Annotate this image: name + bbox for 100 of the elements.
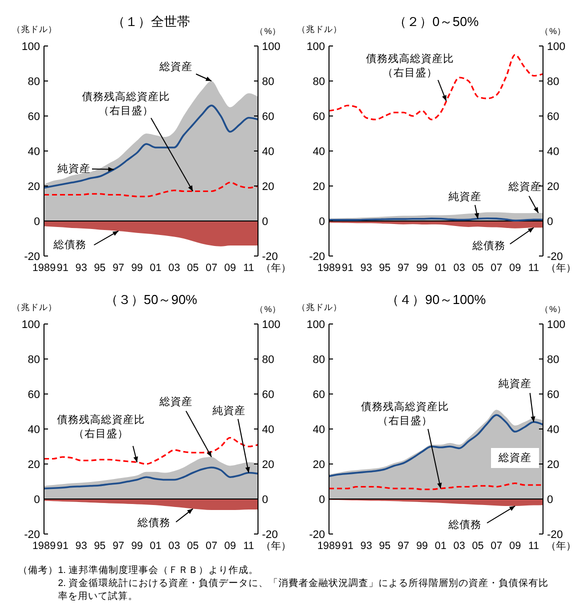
x-tick-label: 99 — [416, 262, 428, 274]
y2-tick-label: 80 — [262, 76, 274, 88]
x-tick-label: 95 — [94, 262, 106, 274]
y-tick-label: -20 — [24, 251, 40, 263]
y-tick-label: 80 — [312, 354, 325, 366]
text: 債務残高総資産比（右目盛） — [361, 400, 449, 427]
y-tick-label: 100 — [22, 41, 40, 53]
y-tick-label: 60 — [28, 111, 40, 123]
series-label: 総資産 — [158, 60, 192, 73]
y-tick-label: 20 — [28, 459, 40, 471]
y-tick-label: 20 — [312, 459, 325, 471]
series-label: 総資産 — [498, 451, 532, 464]
x-tick-label: 91 — [342, 262, 354, 274]
y2-tick-label: 40 — [547, 424, 560, 436]
y-tick-label: 100 — [22, 319, 40, 331]
y-tick-label: 40 — [312, 146, 325, 158]
series-label: 総債務 — [52, 239, 86, 251]
series-label: 純資産 — [448, 190, 482, 203]
x-tick-label: 1989 — [317, 540, 341, 552]
x-tick-label: 05 — [472, 262, 484, 274]
y-tick-label: -20 — [309, 251, 325, 263]
y2-tick-label: 80 — [547, 76, 560, 88]
x-axis-title: （年） — [261, 262, 291, 274]
y2-axis-title: （%） — [540, 26, 566, 36]
y-tick-label: 60 — [28, 389, 40, 401]
y-tick-label: 80 — [28, 354, 40, 366]
y2-axis-title: （%） — [255, 304, 281, 314]
y2-tick-label: 100 — [262, 319, 280, 331]
x-tick-label: 03 — [168, 540, 180, 552]
y2-tick-label: 100 — [547, 41, 566, 53]
y2-tick-label: 40 — [547, 146, 560, 158]
x-tick-label: 91 — [56, 262, 69, 274]
text: 純資産 — [498, 377, 532, 390]
x-tick-label: 11 — [528, 540, 540, 552]
y2-tick-label: 80 — [547, 354, 560, 366]
x-axis-title: （年） — [261, 540, 291, 552]
x-tick-label: 95 — [94, 540, 106, 552]
chart-title: （２）0～50% — [393, 14, 480, 29]
y-axis-title: （兆ドル） — [12, 24, 57, 34]
x-tick-label: 03 — [453, 262, 466, 274]
y2-tick-label: 0 — [262, 216, 268, 228]
y2-tick-label: 20 — [262, 181, 274, 193]
x-tick-label: 99 — [416, 540, 428, 552]
x-tick-label: 05 — [187, 262, 199, 274]
x-tick-label: 91 — [342, 540, 354, 552]
x-tick-label: 09 — [224, 262, 236, 274]
text: 1. 連邦準備制度理事会（ＦＲＢ）より作成。 — [58, 564, 260, 577]
text: 2. 資金循環統計における資産・負債データに、「消費者金融状況調査」による所得階層別の資産・負債保有比率を用いて試算。 — [58, 577, 550, 603]
y2-tick-label: 0 — [262, 494, 268, 506]
y2-tick-label: 40 — [262, 146, 274, 158]
y-axis-title: （兆ドル） — [297, 302, 342, 312]
x-tick-label: 07 — [490, 262, 502, 274]
y-tick-label: 60 — [312, 389, 325, 401]
x-tick-label: 05 — [187, 540, 199, 552]
y-tick-label: -20 — [24, 529, 40, 541]
y2-tick-label: 100 — [547, 319, 566, 331]
y2-tick-label: 0 — [547, 494, 554, 506]
x-tick-label: 05 — [472, 540, 484, 552]
x-tick-label: 09 — [509, 262, 522, 274]
x-tick-label: 97 — [398, 540, 410, 552]
series-label: 総債務 — [448, 519, 482, 531]
x-tick-label: 07 — [206, 540, 218, 552]
y-axis-title: （兆ドル） — [297, 24, 342, 34]
x-tick-label: 01 — [434, 540, 447, 552]
x-tick-label: 11 — [243, 540, 254, 552]
x-tick-label: 1989 — [317, 262, 341, 274]
x-tick-label: 95 — [378, 540, 391, 552]
series-label: 総債務 — [136, 517, 170, 529]
y-tick-label: 40 — [28, 424, 40, 436]
x-tick-label: 01 — [150, 540, 162, 552]
chart-title: （４）90～100% — [386, 292, 486, 307]
y2-axis-title: （%） — [255, 26, 281, 36]
x-tick-label: 01 — [150, 262, 162, 274]
y-tick-label: 20 — [312, 181, 325, 193]
series-label: 純資産 — [58, 162, 90, 175]
y2-tick-label: 60 — [547, 111, 560, 123]
y-tick-label: 0 — [318, 494, 325, 506]
y-tick-label: 80 — [28, 76, 40, 88]
line-series — [43, 104, 259, 189]
y2-tick-label: -20 — [547, 251, 563, 263]
text: （備考） — [18, 564, 58, 577]
x-axis-title: （年） — [546, 262, 576, 274]
x-tick-label: 09 — [509, 540, 522, 552]
x-tick-label: 93 — [360, 262, 372, 274]
y2-tick-label: 60 — [262, 389, 274, 401]
x-tick-label: 99 — [131, 540, 144, 552]
x-tick-label: 11 — [243, 262, 254, 274]
series-label: 総資産 — [508, 180, 542, 193]
y2-tick-label: -20 — [262, 529, 278, 541]
x-tick-label: 07 — [490, 540, 502, 552]
y2-tick-label: 0 — [547, 216, 554, 228]
line-series — [328, 54, 544, 120]
chart-title: （３）50～90% — [104, 292, 198, 307]
x-tick-label: 93 — [75, 262, 88, 274]
x-tick-label: 99 — [131, 262, 144, 274]
text: 債務残高総資産比（右目盛） — [82, 90, 170, 117]
y-tick-label: 100 — [306, 319, 325, 331]
chart-title: （１）全世帯 — [112, 14, 190, 29]
y-tick-label: 40 — [312, 424, 325, 436]
x-tick-label: 1989 — [32, 540, 56, 552]
